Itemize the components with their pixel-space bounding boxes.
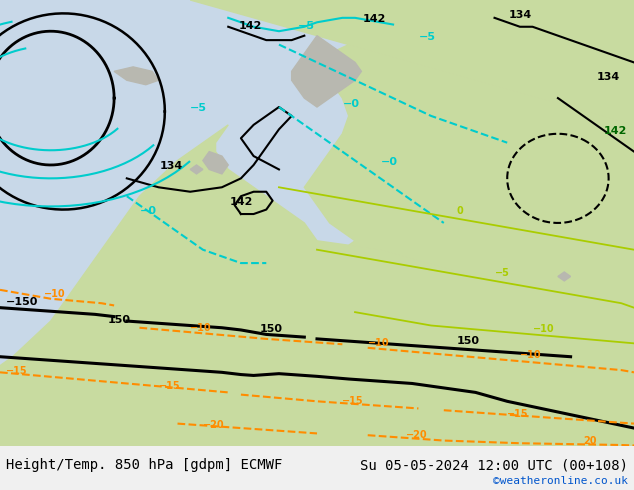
Text: 150: 150 [108,315,131,325]
Text: 142: 142 [604,126,626,136]
Text: −150: −150 [6,297,39,307]
Text: 134: 134 [160,161,183,172]
Text: −10: −10 [368,338,389,347]
Polygon shape [304,45,634,303]
Text: −5: −5 [298,21,315,31]
Text: 150: 150 [260,324,283,334]
Polygon shape [190,0,634,125]
Polygon shape [114,67,158,85]
Text: ©weatheronline.co.uk: ©weatheronline.co.uk [493,476,628,487]
Text: −5: −5 [190,103,207,114]
Polygon shape [203,151,228,174]
Text: −15: −15 [342,396,364,406]
Text: 142: 142 [230,197,252,207]
Text: 142: 142 [239,21,262,31]
Polygon shape [558,272,571,281]
Text: −10: −10 [520,349,541,360]
Text: Su 05-05-2024 12:00 UTC (00+108): Su 05-05-2024 12:00 UTC (00+108) [359,458,628,472]
Polygon shape [0,125,634,446]
Text: −15: −15 [507,409,529,419]
Text: −0: −0 [342,99,359,109]
Text: −0: −0 [380,157,398,167]
Text: 150: 150 [456,336,479,346]
Text: −5: −5 [495,269,509,278]
Text: −10: −10 [44,289,66,298]
Text: −0: −0 [139,206,157,216]
Text: 134: 134 [508,10,531,20]
Text: 142: 142 [363,14,385,24]
Text: −20: −20 [203,420,224,430]
Text: −10: −10 [190,323,212,333]
Polygon shape [190,165,203,174]
Text: −5: −5 [418,32,436,42]
Text: 134: 134 [597,72,620,82]
Text: −15: −15 [158,381,180,391]
Text: 20: 20 [583,436,597,446]
Text: Height/Temp. 850 hPa [gdpm] ECMWF: Height/Temp. 850 hPa [gdpm] ECMWF [6,458,283,472]
Text: −15: −15 [6,366,28,376]
Polygon shape [292,36,361,107]
Text: −10: −10 [533,324,554,334]
Text: −20: −20 [406,430,427,440]
Text: 0: 0 [456,206,463,216]
